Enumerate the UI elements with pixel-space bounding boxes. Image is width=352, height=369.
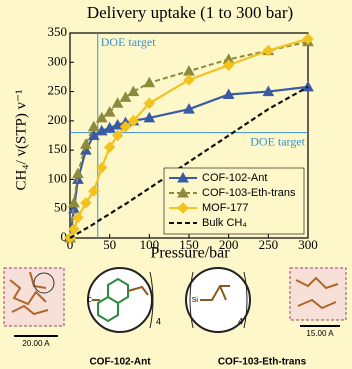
x-tick-label: 50 bbox=[103, 237, 116, 252]
x-tick-label: 150 bbox=[179, 237, 199, 252]
legend-label: COF-102-Ant bbox=[202, 172, 267, 184]
subscript: 4 bbox=[156, 316, 161, 326]
y-tick-label: 300 bbox=[48, 53, 68, 68]
crystal-box bbox=[4, 268, 64, 326]
atom-label: Si bbox=[192, 297, 199, 304]
annotation: DOE target bbox=[101, 35, 156, 49]
y-tick-label: 200 bbox=[48, 112, 68, 127]
chart: Delivery uptake (1 to 300 bar) Pressure/… bbox=[0, 0, 352, 369]
figure: Delivery uptake (1 to 300 bar) Pressure/… bbox=[0, 0, 352, 369]
legend-label: MOF-177 bbox=[202, 202, 248, 214]
atom-label: C bbox=[87, 297, 92, 304]
legend-label: Bulk CH₄ bbox=[202, 217, 247, 229]
subscript: 4 bbox=[238, 316, 243, 326]
scale-label: 20.00 A bbox=[22, 339, 50, 348]
annotation: DOE target bbox=[250, 134, 305, 148]
x-tick-label: 250 bbox=[259, 237, 279, 252]
y-tick-label: 50 bbox=[54, 200, 67, 215]
crystal-box bbox=[290, 268, 346, 320]
structure-caption: COF-103-Eth-trans bbox=[218, 357, 307, 368]
scale-label: 15.00 A bbox=[306, 329, 334, 338]
y-tick-label: 250 bbox=[48, 83, 68, 98]
y-tick-label: 150 bbox=[48, 141, 68, 156]
x-tick-label: 200 bbox=[219, 237, 239, 252]
x-tick-label: 300 bbox=[298, 237, 318, 252]
y-tick-label: 350 bbox=[48, 24, 68, 39]
chart-title: Delivery uptake (1 to 300 bar) bbox=[87, 3, 293, 22]
y-axis-label: CH₄/ v(STP) v⁻¹ bbox=[13, 90, 29, 191]
legend-label: COF-103-Eth-trans bbox=[202, 187, 296, 199]
x-tick-label: 100 bbox=[140, 237, 160, 252]
structure-panel: 20.00 A 15.00 A COF-102-Ant COF-103-Eth-… bbox=[4, 268, 346, 368]
y-tick-label: 100 bbox=[48, 170, 68, 185]
structure-caption: COF-102-Ant bbox=[89, 357, 151, 368]
